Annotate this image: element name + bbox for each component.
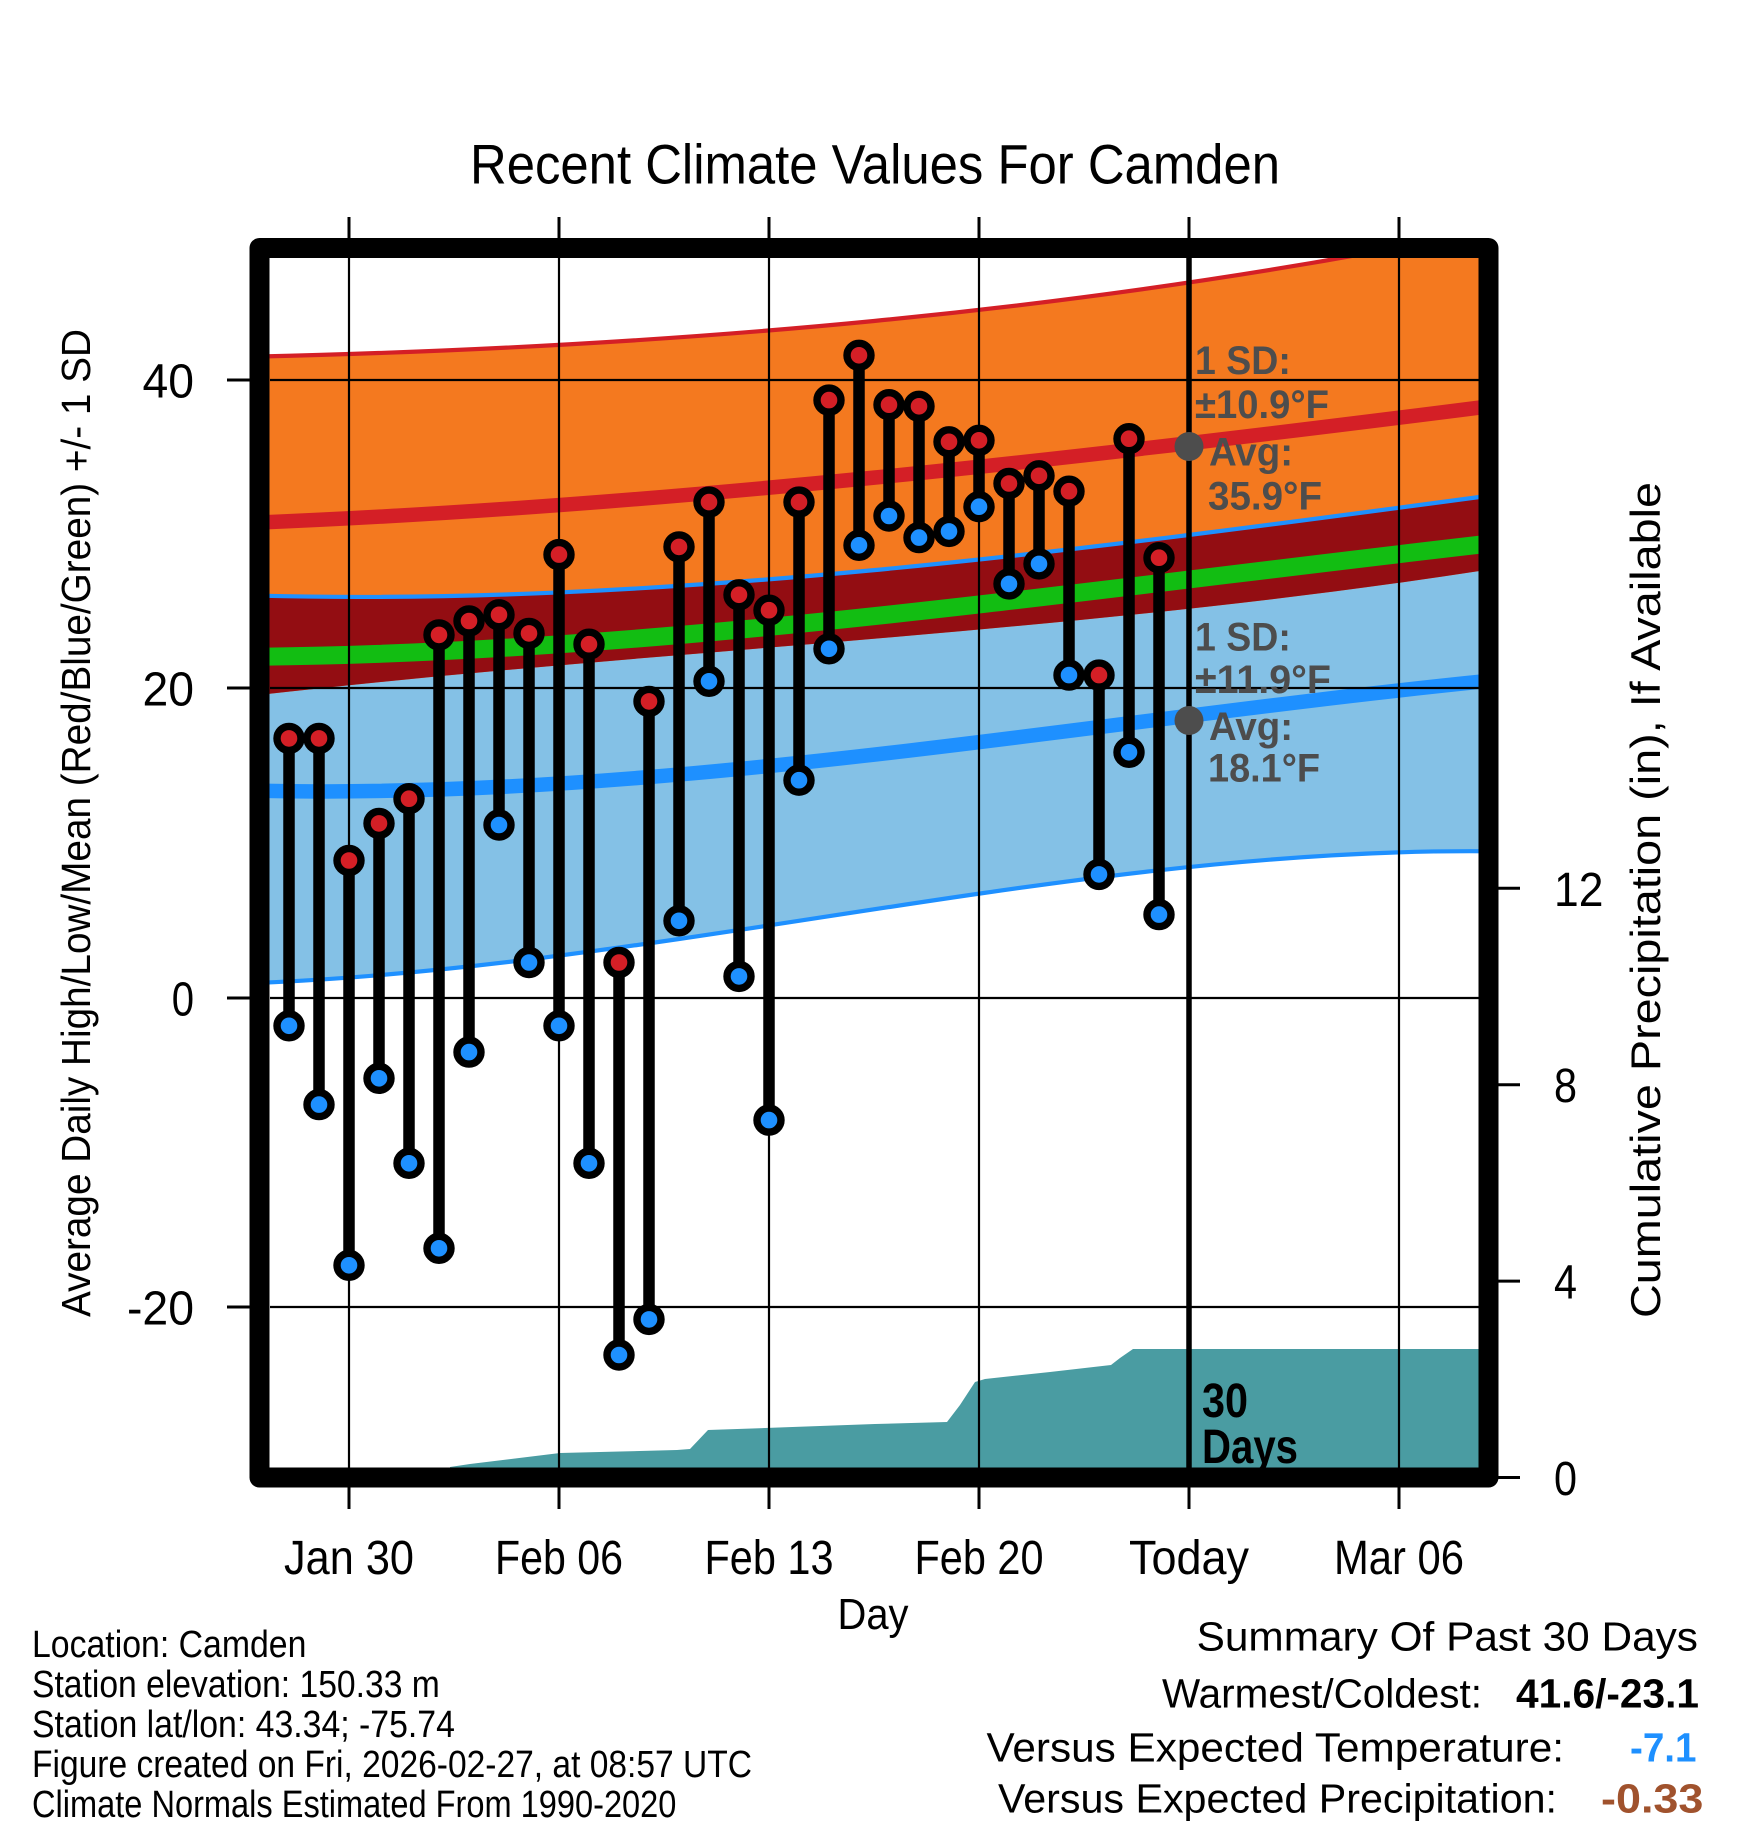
svg-text:1 SD:: 1 SD: <box>1195 616 1291 660</box>
svg-text:Days: Days <box>1202 1421 1298 1474</box>
svg-text:Summary Of Past 30 Days: Summary Of Past 30 Days <box>1197 1614 1698 1660</box>
svg-text:±10.9°F: ±10.9°F <box>1195 383 1329 427</box>
svg-text:Warmest/Coldest:: Warmest/Coldest: <box>1162 1671 1482 1717</box>
svg-text:0: 0 <box>172 974 194 1027</box>
svg-text:Station lat/lon: 43.34; -75.74: Station lat/lon: 43.34; -75.74 <box>32 1704 455 1746</box>
svg-text:12: 12 <box>1554 864 1603 917</box>
svg-text:Station elevation: 150.33 m: Station elevation: 150.33 m <box>32 1664 440 1706</box>
svg-text:20: 20 <box>143 664 195 717</box>
svg-text:Jan 30: Jan 30 <box>284 1532 414 1585</box>
svg-text:35.9°F: 35.9°F <box>1208 474 1322 518</box>
svg-text:-7.1: -7.1 <box>1630 1725 1697 1771</box>
svg-text:4: 4 <box>1554 1257 1577 1310</box>
svg-text:40: 40 <box>143 356 195 409</box>
svg-text:Day: Day <box>838 1590 909 1639</box>
svg-text:8: 8 <box>1554 1060 1577 1113</box>
svg-text:Feb 20: Feb 20 <box>915 1532 1044 1585</box>
svg-text:Average Daily High/Low/Mean (R: Average Daily High/Low/Mean (Red/Blue/Gr… <box>53 329 99 1317</box>
svg-text:Climate Normals Estimated From: Climate Normals Estimated From 1990-2020 <box>32 1784 676 1826</box>
svg-text:Avg:: Avg: <box>1209 431 1293 475</box>
svg-text:Versus Expected Temperature:: Versus Expected Temperature: <box>987 1725 1565 1771</box>
svg-text:Feb 06: Feb 06 <box>495 1532 623 1585</box>
svg-text:Figure created on Fri, 2026-02: Figure created on Fri, 2026-02-27, at 08… <box>32 1744 752 1786</box>
svg-text:18.1°F: 18.1°F <box>1208 747 1320 791</box>
svg-text:0: 0 <box>1554 1453 1577 1506</box>
svg-text:-20: -20 <box>127 1283 194 1336</box>
svg-text:41.6/-23.1: 41.6/-23.1 <box>1516 1671 1699 1717</box>
svg-text:Feb 13: Feb 13 <box>705 1532 834 1585</box>
svg-text:-0.33: -0.33 <box>1601 1776 1703 1822</box>
svg-text:Avg:: Avg: <box>1209 705 1293 749</box>
svg-text:±11.9°F: ±11.9°F <box>1195 658 1331 702</box>
svg-text:Recent Climate Values For Camd: Recent Climate Values For Camden <box>470 133 1280 196</box>
svg-text:30: 30 <box>1202 1375 1248 1428</box>
svg-text:Versus Expected Precipitation:: Versus Expected Precipitation: <box>998 1776 1557 1822</box>
svg-text:Cumulative Precipitation (in),: Cumulative Precipitation (in), If Availa… <box>1622 482 1669 1318</box>
svg-text:Location: Camden: Location: Camden <box>32 1624 306 1666</box>
svg-text:1 SD:: 1 SD: <box>1195 339 1291 383</box>
svg-text:Today: Today <box>1129 1532 1249 1585</box>
svg-text:Mar 06: Mar 06 <box>1334 1532 1464 1585</box>
